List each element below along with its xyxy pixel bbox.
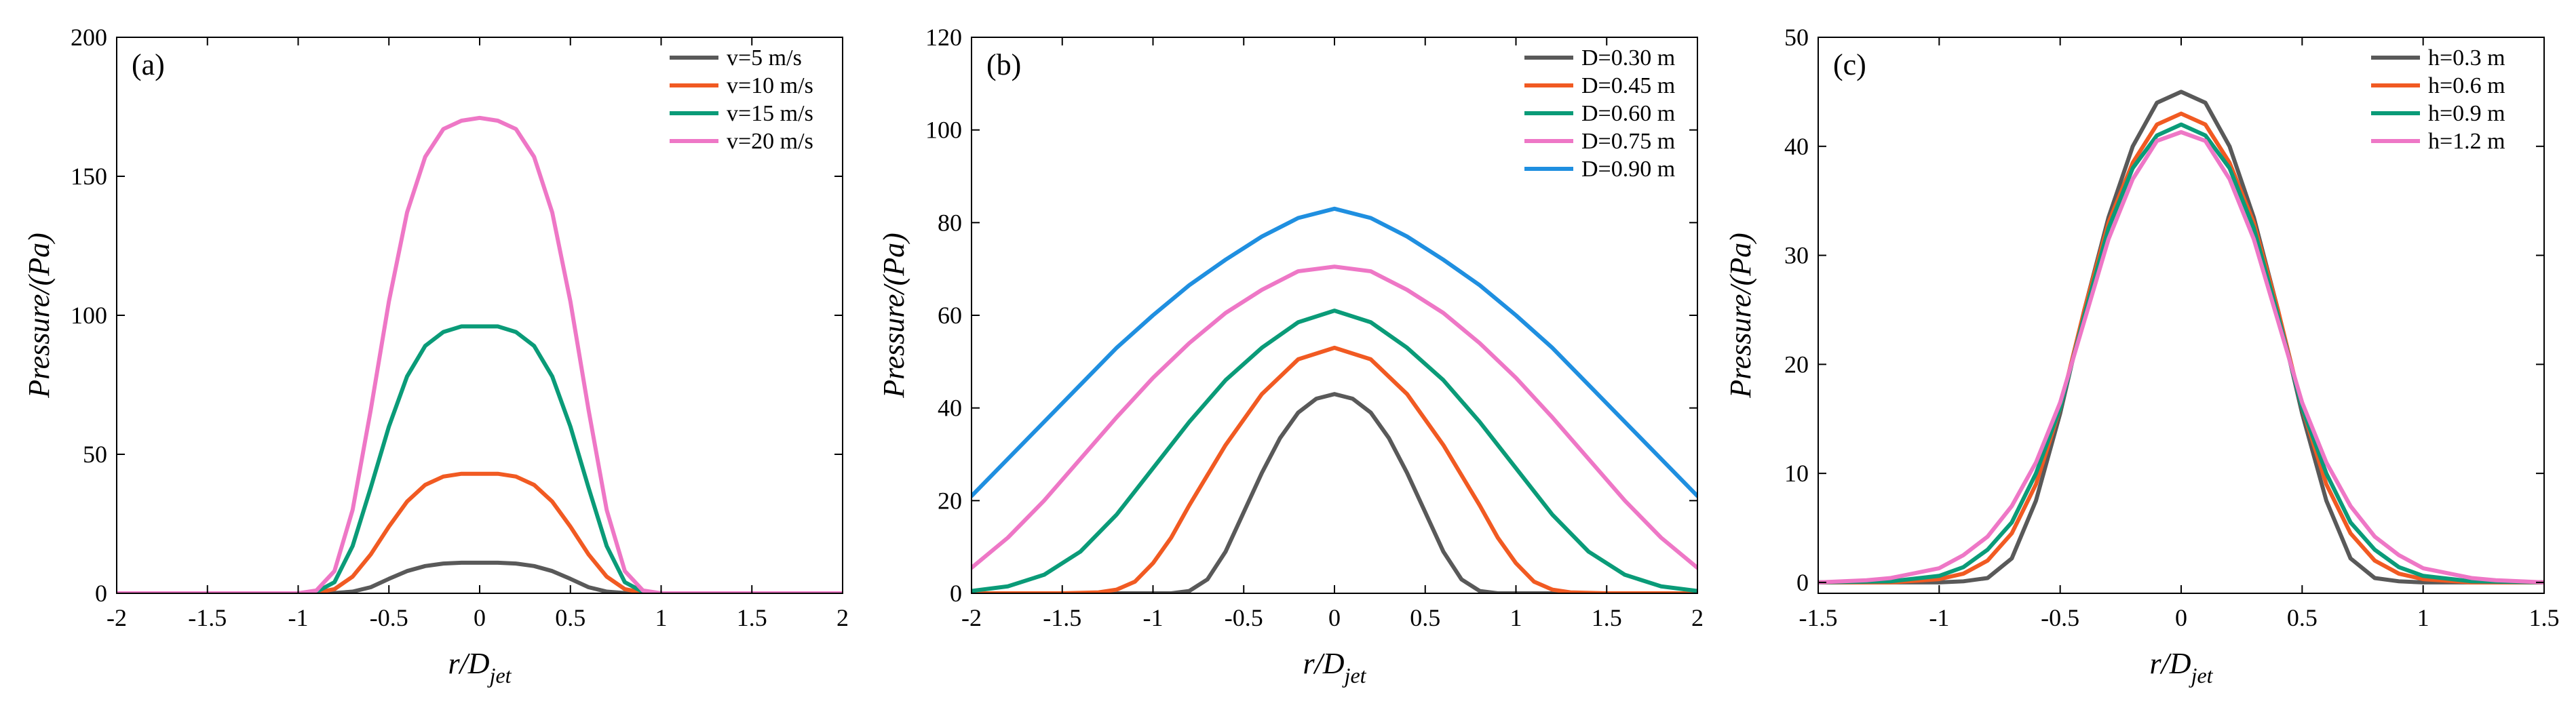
x-tick-label: -1.5 — [1799, 604, 1838, 631]
x-tick-label: -1 — [1929, 604, 1949, 631]
x-tick-label: -1 — [288, 604, 309, 631]
y-tick-label: 80 — [938, 209, 962, 236]
series-line-4 — [1818, 130, 2544, 584]
y-tick-label: 50 — [83, 441, 107, 468]
x-tick-label: 0.5 — [2287, 604, 2318, 631]
chart-panel-2: -2 -1.5 -1 -0.5 0 0.5 1 1.5 2020406080100120(b)P… — [877, 24, 1704, 688]
series-line-5 — [972, 206, 1697, 498]
x-axis-label-main: r/D — [2149, 647, 2191, 680]
x-tick-label: 0 — [2175, 604, 2187, 631]
y-axis-label: Pressure/(Pa) — [877, 233, 910, 399]
x-tick-label: 1.5 — [737, 604, 767, 631]
legend-label-2: h=0.6 m — [2428, 73, 2505, 98]
series-group — [117, 115, 843, 593]
legend-label-3: v=15 m/s — [727, 101, 813, 126]
y-tick-label: 150 — [71, 163, 107, 190]
legend: v=5 m/sv=10 m/s v=15 m/s v=20 m/s — [670, 45, 813, 154]
x-tick-label: 1 — [2417, 604, 2429, 631]
legend-label-1: h=0.3 m — [2428, 45, 2505, 71]
x-axis-label-subscript: jet — [487, 663, 512, 688]
x-tick-label: -0.5 — [370, 604, 408, 631]
legend-label-4: v=20 m/s — [727, 129, 813, 154]
legend-label-4: D=0.75 m — [1581, 129, 1675, 154]
x-tick-label: 0.5 — [555, 604, 585, 631]
panel-label: (c) — [1833, 48, 1866, 81]
y-tick-label: 10 — [1784, 460, 1809, 487]
y-tick-label: 20 — [1784, 351, 1809, 378]
y-tick-label: 0 — [1796, 569, 1809, 596]
chart-panel-1: -2 -1.5 -1 -0.5 0 0.5 1 1.5 2 0 50 100 150 200 (a) Pres… — [22, 24, 849, 688]
series-group — [1818, 90, 2544, 584]
x-tick-label: -1 — [1143, 604, 1164, 631]
y-tick-label: 100 — [71, 302, 107, 329]
series-line-1 — [117, 560, 843, 593]
x-tick-label: 2 — [837, 604, 849, 631]
legend-label-2: v=10 m/s — [727, 73, 813, 98]
x-axis-label-main: r/D — [1303, 647, 1344, 680]
y-tick-label: 50 — [1784, 24, 1809, 51]
x-tick-label: 0 — [474, 604, 486, 631]
y-axis-label: Pressure/(Pa) — [1724, 233, 1757, 399]
x-axis-label: r/Djet — [1303, 647, 1366, 688]
y-tick-label: 40 — [938, 395, 962, 422]
series-line-4 — [972, 264, 1697, 570]
y-axis-label: Pressure/(Pa) — [22, 233, 56, 399]
y-tick-label: 60 — [938, 302, 962, 329]
x-tick-label: 0.5 — [1410, 604, 1440, 631]
y-tick-label: 200 — [71, 24, 107, 51]
legend-label-1: D=0.30 m — [1581, 45, 1675, 71]
x-axis-label-main: r/D — [448, 647, 489, 680]
x-tick-label: -2 — [961, 604, 982, 631]
series-group — [972, 206, 1697, 593]
panel-label: (a) — [132, 48, 165, 81]
legend-label-1: v=5 m/s — [727, 45, 802, 71]
series-line-3 — [972, 309, 1697, 593]
x-axis-label: r/Djet — [2149, 647, 2213, 688]
y-tick-label: 0 — [95, 580, 107, 607]
series-line-2 — [972, 345, 1697, 593]
x-axis-label: r/Djet — [448, 647, 512, 688]
panel-label: (b) — [986, 48, 1021, 81]
series-line-3 — [117, 324, 843, 593]
x-tick-label: -1.5 — [1043, 604, 1081, 631]
x-axis-label-subscript: jet — [1342, 663, 1367, 688]
x-tick-label: 0 — [1328, 604, 1341, 631]
x-tick-label: 1 — [655, 604, 668, 631]
y-tick-label: 40 — [1784, 133, 1809, 160]
legend-label-3: h=0.9 m — [2428, 101, 2505, 126]
x-tick-label: -1.5 — [188, 604, 227, 631]
x-tick-label: 1.5 — [1592, 604, 1622, 631]
x-tick-label: 2 — [1691, 604, 1704, 631]
y-tick-label: 20 — [938, 487, 962, 514]
legend-label-5: D=0.90 m — [1581, 157, 1675, 182]
x-tick-label: 1 — [1510, 604, 1522, 631]
series-line-2 — [117, 471, 843, 593]
series-line-2 — [1818, 111, 2544, 584]
legend: D=0.30 mD=0.45 m D=0.60 m D=0.75 m D=0.90 m — [1524, 45, 1675, 182]
x-tick-label: -0.5 — [2041, 604, 2079, 631]
x-axis-label-subscript: jet — [2189, 663, 2214, 688]
x-tick-label: -0.5 — [1225, 604, 1263, 631]
series-line-1 — [1818, 90, 2544, 584]
y-tick-label: 100 — [925, 117, 962, 144]
legend-label-2: D=0.45 m — [1581, 73, 1675, 98]
y-tick-label: 120 — [925, 24, 962, 51]
legend-label-3: D=0.60 m — [1581, 101, 1675, 126]
y-tick-label: 30 — [1784, 242, 1809, 269]
legend: h=0.3 mh=0.6 m h=0.9 m h=1.2 m — [2371, 45, 2505, 154]
series-line-3 — [1818, 122, 2544, 584]
y-tick-label: 0 — [950, 580, 962, 607]
series-line-1 — [972, 392, 1697, 593]
x-tick-label: -2 — [107, 604, 127, 631]
chart-panel-3: -1.5 -1 -0.5 0 0.5 1 1.5 0 10 20 30 40 50 (c) Pressure… — [1724, 24, 2560, 688]
series-line-4 — [117, 115, 843, 593]
legend-label-4: h=1.2 m — [2428, 129, 2505, 154]
x-tick-label: 1.5 — [2529, 604, 2560, 631]
